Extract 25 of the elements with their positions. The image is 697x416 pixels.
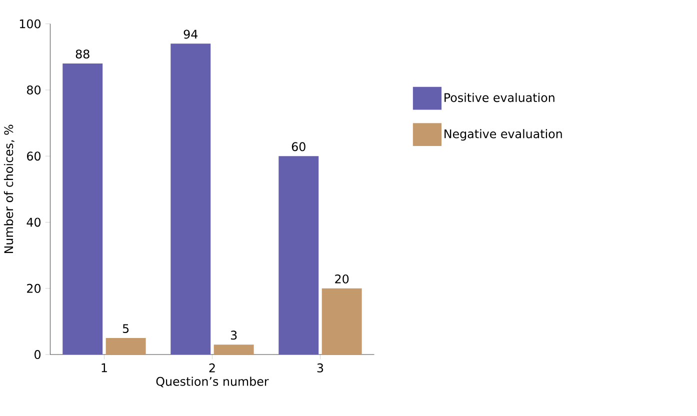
- bar: [62, 63, 103, 354]
- data-label: 3: [230, 330, 237, 340]
- y-tick-label: 60: [27, 151, 41, 160]
- x-axis-title: Question’s number: [156, 376, 269, 388]
- data-label: 88: [76, 49, 90, 58]
- x-tick-label: 2: [209, 363, 215, 372]
- x-tick-label: 3: [317, 363, 324, 372]
- legend-label: Positive evaluation: [444, 92, 554, 102]
- bar: [214, 344, 254, 354]
- bar: [170, 43, 211, 354]
- data-label: 94: [184, 29, 198, 38]
- data-label: 20: [335, 274, 349, 284]
- y-tick-label: 20: [27, 284, 41, 293]
- bar: [322, 288, 362, 354]
- y-tick-label: 0: [34, 350, 41, 359]
- y-axis-title: Number of choices, %: [4, 124, 14, 253]
- legend-label: Negative evaluation: [444, 128, 562, 140]
- bar: [278, 156, 319, 354]
- y-tick-label: 100: [20, 19, 40, 28]
- bar: [106, 338, 146, 354]
- data-label: 5: [122, 324, 129, 333]
- data-label: 60: [292, 142, 306, 151]
- y-tick-label: 80: [27, 85, 41, 94]
- x-tick-label: 1: [102, 363, 107, 372]
- y-tick-label: 40: [26, 218, 41, 226]
